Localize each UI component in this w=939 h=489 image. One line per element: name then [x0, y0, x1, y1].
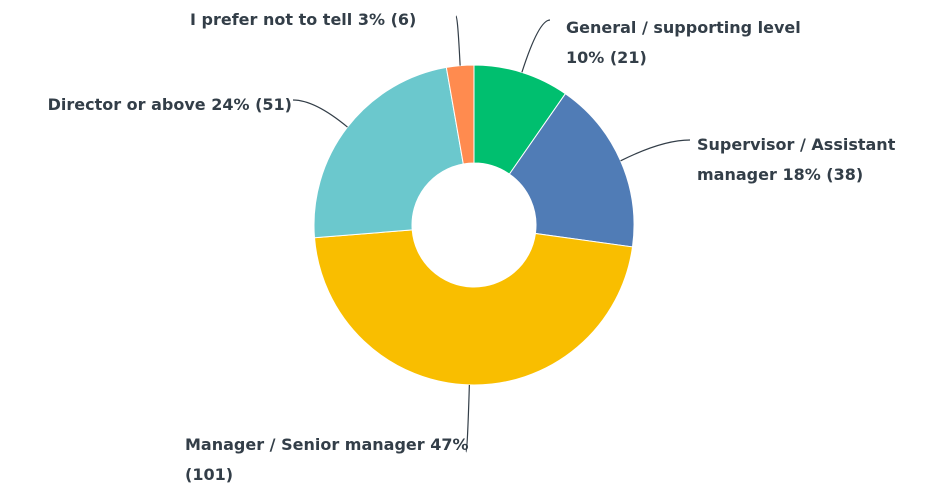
- value-label: 3% (6): [357, 10, 417, 29]
- slice-label: I prefer not to tell 3% (6): [190, 5, 460, 35]
- donut-slice: [445, 64, 475, 165]
- leader-line: [292, 99, 348, 128]
- slice-label: General / supporting level 10% (21): [566, 13, 806, 73]
- leader-line: [521, 19, 551, 73]
- slice-label: Director or above 24% (51): [0, 90, 292, 120]
- slice-label: Supervisor / Assistant manager 18% (38): [697, 130, 939, 190]
- category-label: Manager / Senior manager: [185, 435, 425, 454]
- donut-slice: [508, 92, 635, 248]
- value-label: 10% (21): [566, 48, 647, 67]
- category-label: Director or above: [47, 95, 206, 114]
- donut-slice: [313, 229, 634, 386]
- value-label: 47% (101): [185, 435, 469, 484]
- value-label: 24% (51): [211, 95, 292, 114]
- value-label: 18% (38): [782, 165, 864, 184]
- category-label: General / supporting level: [566, 18, 801, 37]
- leader-line: [455, 15, 461, 66]
- leader-line: [465, 384, 470, 453]
- donut-slice: [313, 66, 464, 239]
- leader-line: [620, 139, 691, 162]
- slice-label: Manager / Senior manager 47% (101): [185, 430, 485, 489]
- category-label: I prefer not to tell: [190, 10, 353, 29]
- category-label: Supervisor / Assistant manager: [697, 135, 896, 184]
